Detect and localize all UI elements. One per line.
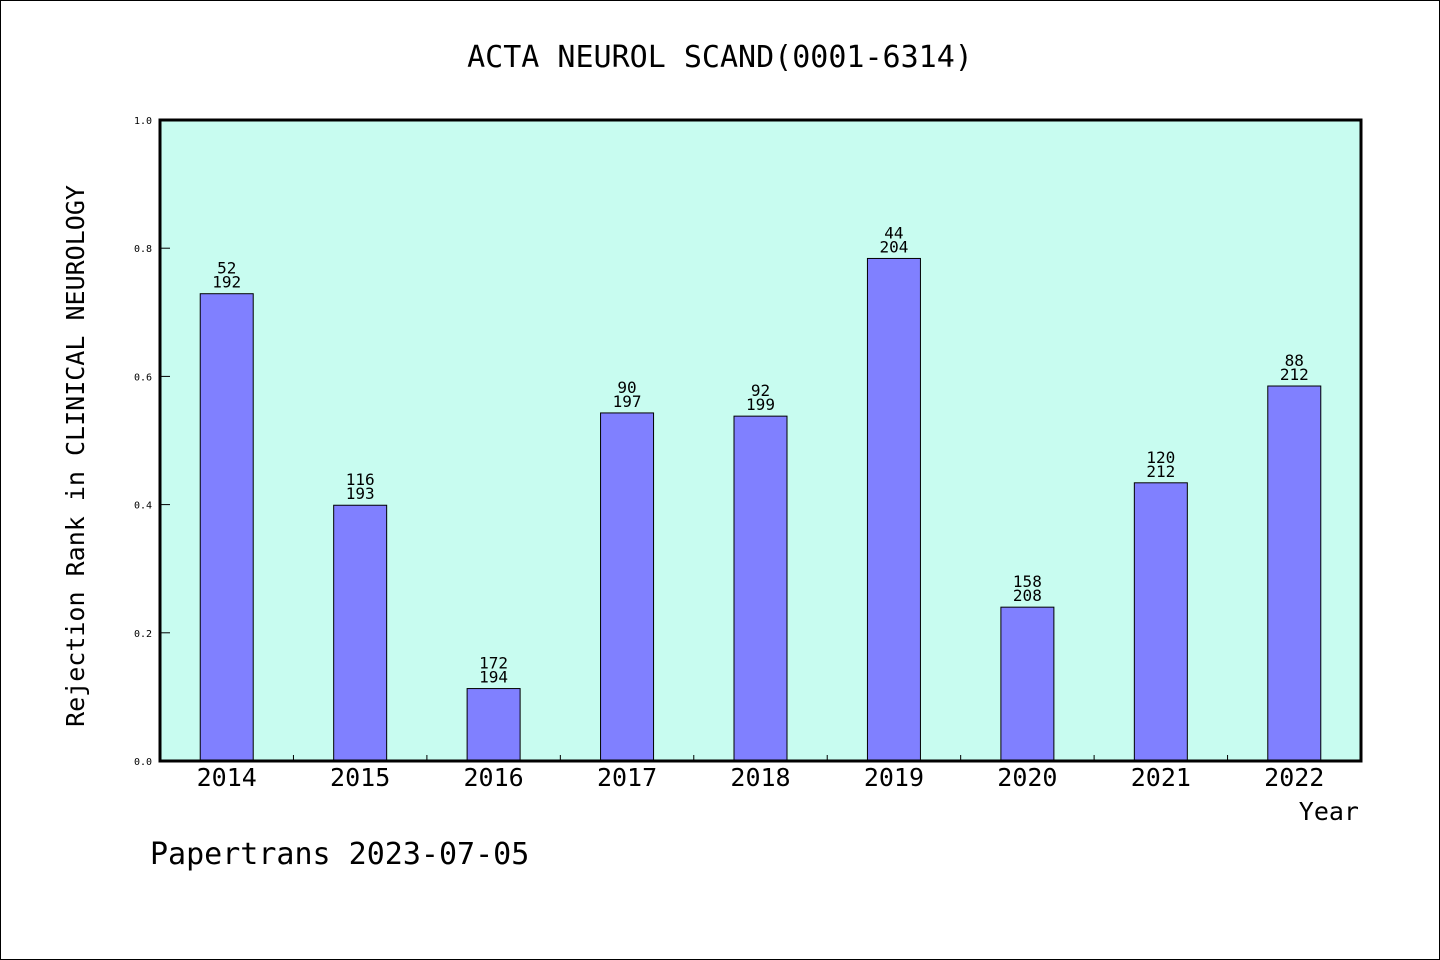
- y-tick-label: 0.4: [134, 501, 152, 512]
- bar-2019: [866, 257, 921, 762]
- x-tick-label: 2021: [1131, 763, 1191, 792]
- bar-series: [199, 257, 1322, 762]
- bar-2022: [1267, 385, 1322, 762]
- y-tick-label: 1.0: [134, 116, 152, 127]
- bar-rank-label: 120: [1146, 448, 1175, 467]
- bar-rank-label: 90: [617, 378, 636, 397]
- bar-2021: [1133, 482, 1188, 762]
- bar-2020: [1000, 606, 1055, 762]
- x-tick-label: 2017: [597, 763, 657, 792]
- x-tick-label: 2016: [464, 763, 524, 792]
- y-tick-label: 0.2: [134, 629, 152, 640]
- bar-rank-label: 116: [346, 470, 375, 489]
- x-tick-label: 2022: [1264, 763, 1324, 792]
- bar-rank-label: 44: [884, 223, 903, 242]
- x-tick-label: 2015: [330, 763, 390, 792]
- x-tick-label: 2019: [864, 763, 924, 792]
- bar-rank-label: 52: [217, 259, 236, 278]
- bar-2018: [733, 415, 788, 762]
- bar-2015: [333, 504, 388, 762]
- bar-2014: [199, 293, 254, 762]
- bar-total-label: 194: [479, 668, 508, 687]
- bar-total-label: 193: [346, 484, 375, 503]
- bar-total-label: 192: [212, 273, 241, 292]
- x-tick-label: 2020: [997, 763, 1057, 792]
- x-axis: 2014 2015 2016 2017 2018 2019 2020 2021 2022: [197, 755, 1324, 792]
- bar-rank-label: 92: [751, 381, 770, 400]
- bar-2016: [466, 688, 521, 762]
- bar-2017: [600, 412, 655, 762]
- bar-total-label: 212: [1146, 462, 1175, 481]
- x-axis-label: Year: [1299, 797, 1359, 826]
- y-tick-label: 0.0: [134, 757, 152, 768]
- bar-total-label: 212: [1280, 365, 1309, 384]
- bar-total-label: 204: [879, 237, 908, 256]
- x-tick-label: 2014: [197, 763, 257, 792]
- plot-border: [158, 118, 1363, 763]
- bar-rank-label: 172: [479, 654, 508, 673]
- bar-total-label: 208: [1013, 586, 1042, 605]
- bar-rank-label: 88: [1285, 351, 1304, 370]
- bar-rank-label: 158: [1013, 572, 1042, 591]
- bar-total-label: 199: [746, 395, 775, 414]
- chart-title: ACTA NEUROL SCAND(0001-6314): [467, 40, 973, 75]
- y-axis-label: Rejection Rank in CLINICAL NEUROLOGY: [61, 185, 90, 727]
- footer-date-label: Papertrans 2023-07-05: [150, 837, 529, 872]
- y-tick-label: 0.6: [134, 372, 152, 383]
- bar-total-label: 197: [613, 392, 642, 411]
- y-tick-label: 0.8: [134, 244, 152, 255]
- x-tick-label: 2018: [730, 763, 790, 792]
